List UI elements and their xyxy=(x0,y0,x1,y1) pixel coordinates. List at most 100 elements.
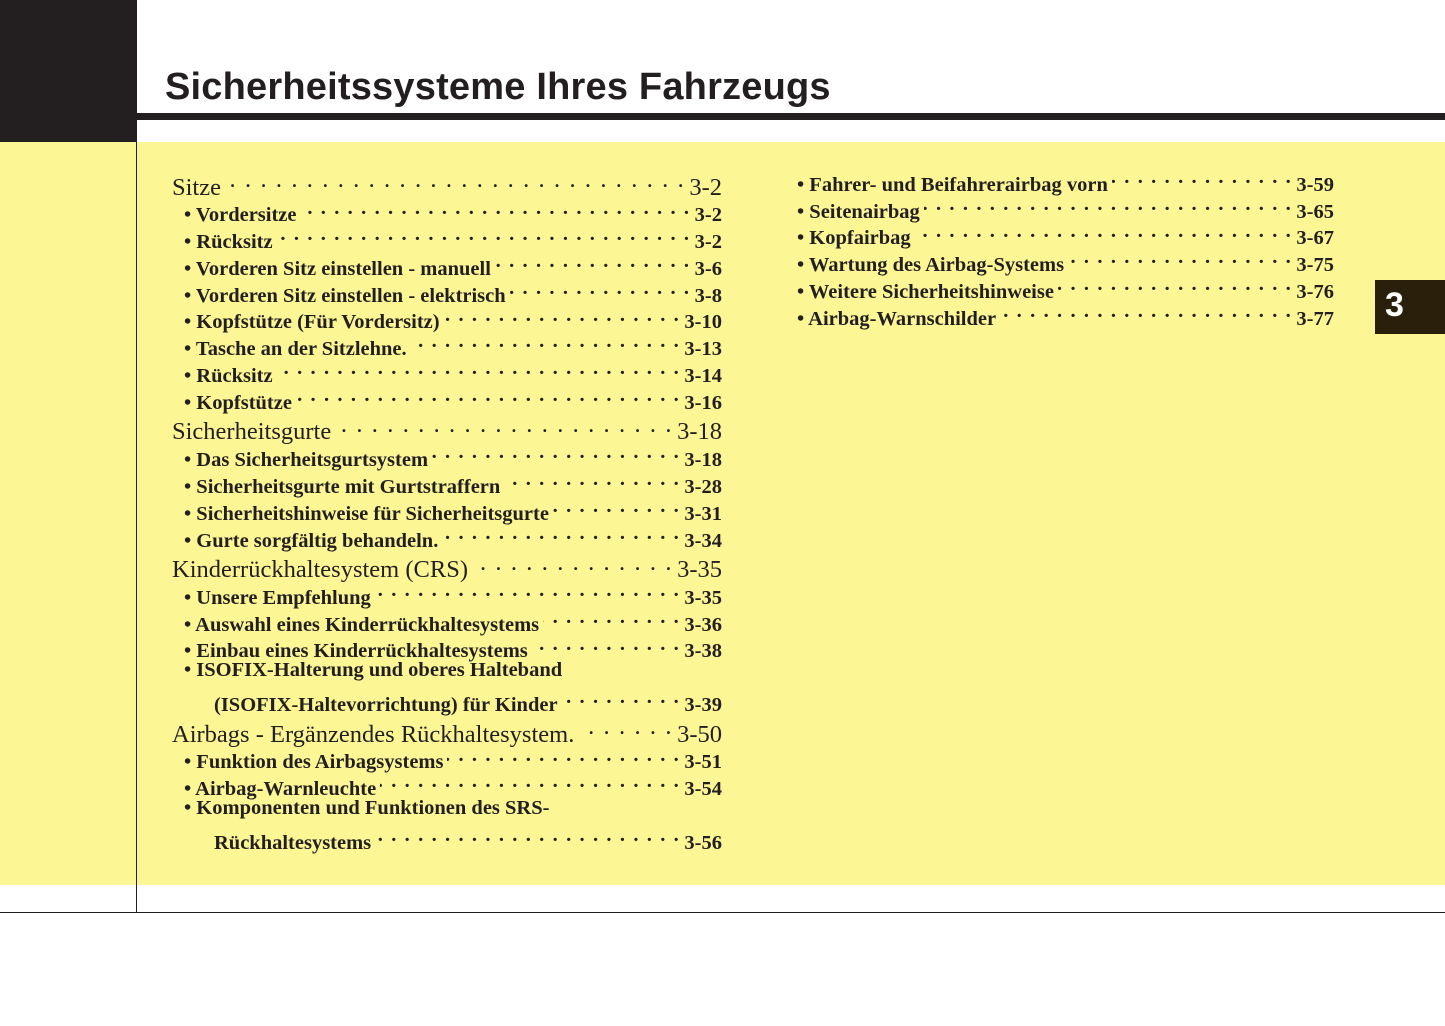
toc-entry-label: • Das Sicherheitsgurtsystem xyxy=(184,449,429,472)
toc-entry-label: Sicherheitsgurte xyxy=(172,418,332,446)
toc-entry-label: • Kopfairbag xyxy=(797,227,911,250)
toc-section-heading[interactable]: Kinderrückhaltesystem (CRS)3-35 xyxy=(172,548,722,584)
toc-page-number: 3-54 xyxy=(684,778,722,801)
margin-divider xyxy=(136,142,137,913)
toc-entry[interactable]: • Weitere Sicherheitshinweise 3-76 xyxy=(797,271,1334,303)
footer-divider xyxy=(0,912,1445,913)
toc-entry-label: • Kopfstütze (Für Vordersitz) xyxy=(184,311,440,334)
dot-leader xyxy=(562,684,681,711)
toc-entry-label: • Vorderen Sitz einstellen - elektrisch xyxy=(184,284,506,307)
dot-leader xyxy=(277,221,691,248)
toc-page-number: 3-36 xyxy=(684,613,722,636)
dot-leader xyxy=(504,466,680,493)
toc-entry-label: • Einbau eines Kinderrückhaltesystems xyxy=(184,640,528,663)
toc-page-number: 3-2 xyxy=(689,173,722,201)
toc-page-number: 3-2 xyxy=(694,204,722,227)
toc-entry-label: • Vordersitze xyxy=(184,204,297,227)
toc-entry[interactable]: • Auswahl eines Kinderrückhaltesystems 3-… xyxy=(172,604,722,636)
toc-entry[interactable]: • Rücksitz 3-14 xyxy=(172,355,722,387)
toc-page-number: 3-35 xyxy=(677,556,722,584)
dot-leader xyxy=(301,195,691,222)
toc-page-number: 3-10 xyxy=(684,311,722,334)
toc-section-heading[interactable]: Airbags - Ergänzendes Rückhaltesystem.3-… xyxy=(172,712,722,748)
toc-page-number: 3-65 xyxy=(1296,200,1334,223)
dot-leader xyxy=(375,822,680,849)
toc-section-heading[interactable]: Sitze 3-2 xyxy=(172,165,722,201)
dot-leader xyxy=(442,520,680,547)
dot-leader xyxy=(915,218,1293,245)
toc-page-number: 3-38 xyxy=(684,640,722,663)
dot-leader xyxy=(1058,271,1292,298)
toc-entry[interactable]: • Kopfstütze (Für Vordersitz) 3-10 xyxy=(172,302,722,334)
toc-entry[interactable]: • Tasche an der Sitzlehne.3-13 xyxy=(172,328,722,360)
toc-entry-label: • Funktion des Airbagsystems xyxy=(184,751,444,774)
toc-entry-label: • Airbag-Warnschilder xyxy=(797,307,997,330)
toc-entry[interactable]: Rückhaltesystems 3-56 xyxy=(172,822,722,854)
toc-entry[interactable]: • Airbag-Warnleuchte 3-54 xyxy=(172,768,722,800)
dot-leader xyxy=(1000,298,1292,325)
dot-leader xyxy=(277,355,681,382)
toc-entry: • Komponenten und Funktionen des SRS- xyxy=(172,795,722,822)
toc-page-number: 3-75 xyxy=(1296,254,1334,277)
dot-leader xyxy=(432,439,680,466)
dot-leader xyxy=(578,712,673,742)
toc-page-number: 3-31 xyxy=(684,502,722,525)
toc-entry-label: • Wartung des Airbag-Systems xyxy=(797,254,1065,277)
toc-page-number: 3-18 xyxy=(677,418,722,446)
toc-entry[interactable]: • Unsere Empfehlung 3-35 xyxy=(172,577,722,609)
dot-leader xyxy=(296,382,680,409)
toc-entry-label: • Sicherheitsgurte mit Gurtstraffern xyxy=(184,475,501,498)
toc-entry[interactable]: (ISOFIX-Haltevorrichtung) für Kinder 3-39 xyxy=(172,684,722,716)
toc-entry[interactable]: • Seitenairbag 3-65 xyxy=(797,191,1334,223)
toc-page-number: 3-13 xyxy=(684,338,722,361)
dot-leader xyxy=(924,191,1293,218)
toc-entry[interactable]: • Airbag-Warnschilder 3-77 xyxy=(797,298,1334,330)
dot-leader xyxy=(225,165,685,195)
toc-entry[interactable]: • Funktion des Airbagsystems 3-51 xyxy=(172,742,722,774)
toc-entry-label: • Gurte sorgfältig behandeln. xyxy=(184,529,439,552)
title-rule xyxy=(137,113,1445,120)
toc-entry[interactable]: • Sicherheitsgurte mit Gurtstraffern 3-28 xyxy=(172,466,722,498)
dot-leader xyxy=(444,302,681,329)
dot-leader xyxy=(447,742,680,769)
toc-entry[interactable]: • Das Sicherheitsgurtsystem 3-18 xyxy=(172,439,722,471)
toc-entry-label: • Seitenairbag xyxy=(797,200,920,223)
toc-entry[interactable]: • Einbau eines Kinderrückhaltesystems 3-3… xyxy=(172,631,722,663)
toc-entry-label: • Rücksitz xyxy=(184,231,273,254)
toc-entry[interactable]: • Fahrer- und Beifahrerairbag vorn3-59 xyxy=(797,164,1334,196)
toc-page-number: 3-76 xyxy=(1296,280,1334,303)
toc-left-column: Sitze3-2• Vordersitze3-2• Rücksitz3-2• V… xyxy=(172,164,722,854)
toc-page-number: 3-77 xyxy=(1296,307,1334,330)
toc-page-number: 3-28 xyxy=(684,475,722,498)
toc-entry[interactable]: • Vorderen Sitz einstellen - elektrisch 3… xyxy=(172,275,722,307)
toc-entry[interactable]: • Wartung des Airbag-Systems 3-75 xyxy=(797,244,1334,276)
toc-entry-label: • ISOFIX-Halterung und oberes Halteband xyxy=(184,659,563,682)
page-title: Sicherheitssysteme Ihres Fahrzeugs xyxy=(165,66,831,108)
dot-leader xyxy=(510,275,691,302)
toc-page-number: 3-51 xyxy=(684,751,722,774)
toc-entry-label: • Airbag-Warnleuchte xyxy=(184,778,377,801)
chapter-tab[interactable]: 3 xyxy=(1375,280,1445,334)
toc-page-number: 3-59 xyxy=(1296,173,1334,196)
toc-entry-label: Rückhaltesystems xyxy=(214,831,372,854)
toc-section-heading[interactable]: Sicherheitsgurte 3-18 xyxy=(172,410,722,446)
toc-entry[interactable]: • Kopfairbag 3-67 xyxy=(797,218,1334,250)
toc-entry-label: • Auswahl eines Kinderrückhaltesystems xyxy=(184,613,540,636)
toc-entry-label: • Rücksitz xyxy=(184,365,273,388)
toc-entry[interactable]: • Vorderen Sitz einstellen - manuell 3-6 xyxy=(172,248,722,280)
toc-page-number: 3-39 xyxy=(684,694,722,717)
toc-page-number: 3-14 xyxy=(684,365,722,388)
toc-entry-label: • Komponenten und Funktionen des SRS- xyxy=(184,797,550,820)
dot-leader xyxy=(375,577,681,604)
toc-entry[interactable]: • Kopfstütze 3-16 xyxy=(172,382,722,414)
toc-page-number: 3-16 xyxy=(684,391,722,414)
toc-entry[interactable]: • Gurte sorgfältig behandeln. 3-34 xyxy=(172,520,722,552)
dot-leader xyxy=(472,548,673,578)
dot-leader xyxy=(532,631,681,658)
toc-entry[interactable]: • Vordersitze 3-2 xyxy=(172,195,722,227)
toc-page-number: 3-35 xyxy=(684,586,722,609)
toc-entry-label: (ISOFIX-Haltevorrichtung) für Kinder xyxy=(214,694,558,717)
dot-leader xyxy=(1068,244,1292,271)
toc-entry[interactable]: • Rücksitz 3-2 xyxy=(172,221,722,253)
toc-entry-label: • Weitere Sicherheitshinweise xyxy=(797,280,1054,303)
